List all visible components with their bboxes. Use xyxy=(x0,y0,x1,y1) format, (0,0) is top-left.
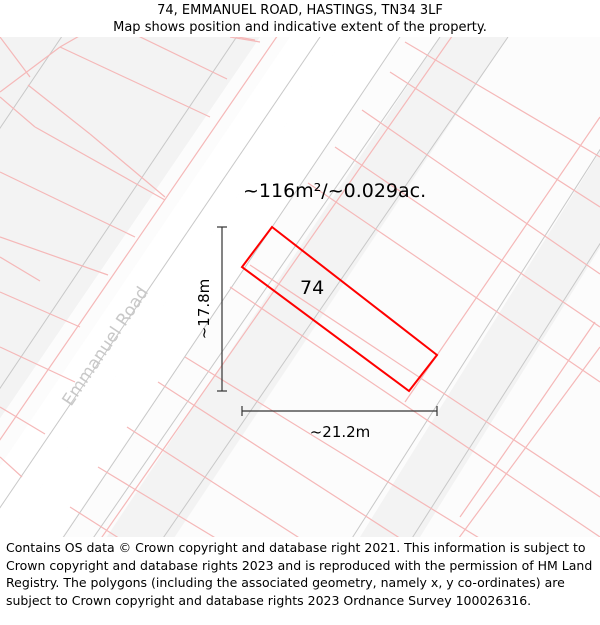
copyright-attribution: Contains OS data © Crown copyright and d… xyxy=(6,540,593,608)
road-edge-lines xyxy=(0,37,600,537)
property-number-label: 74 xyxy=(300,277,324,299)
property-boundary[interactable] xyxy=(240,225,439,393)
map-header: 74, EMMANUEL ROAD, HASTINGS, TN34 3LF Ma… xyxy=(0,0,600,37)
property-address-title: 74, EMMANUEL ROAD, HASTINGS, TN34 3LF xyxy=(157,3,443,18)
height-dimension-line xyxy=(217,226,227,392)
area-label: ~116m²/~0.029ac. xyxy=(243,180,426,202)
width-dimension-label: ~21.2m xyxy=(310,423,371,441)
building-band-middle xyxy=(106,37,508,537)
building-band-right xyxy=(360,151,600,537)
map-canvas: Emmanuel Road ~116m²/~0.029ac. 74 ~17.8m… xyxy=(0,37,600,537)
building-band-left xyxy=(0,37,260,419)
width-dimension-line xyxy=(241,406,438,416)
property-map[interactable]: Emmanuel Road ~116m²/~0.029ac. 74 ~17.8m… xyxy=(0,37,600,537)
parcel-boundaries xyxy=(0,37,600,537)
map-subtitle: Map shows position and indicative extent… xyxy=(113,20,487,35)
height-dimension-label: ~17.8m xyxy=(195,279,213,340)
emmanuel-road xyxy=(0,37,400,537)
